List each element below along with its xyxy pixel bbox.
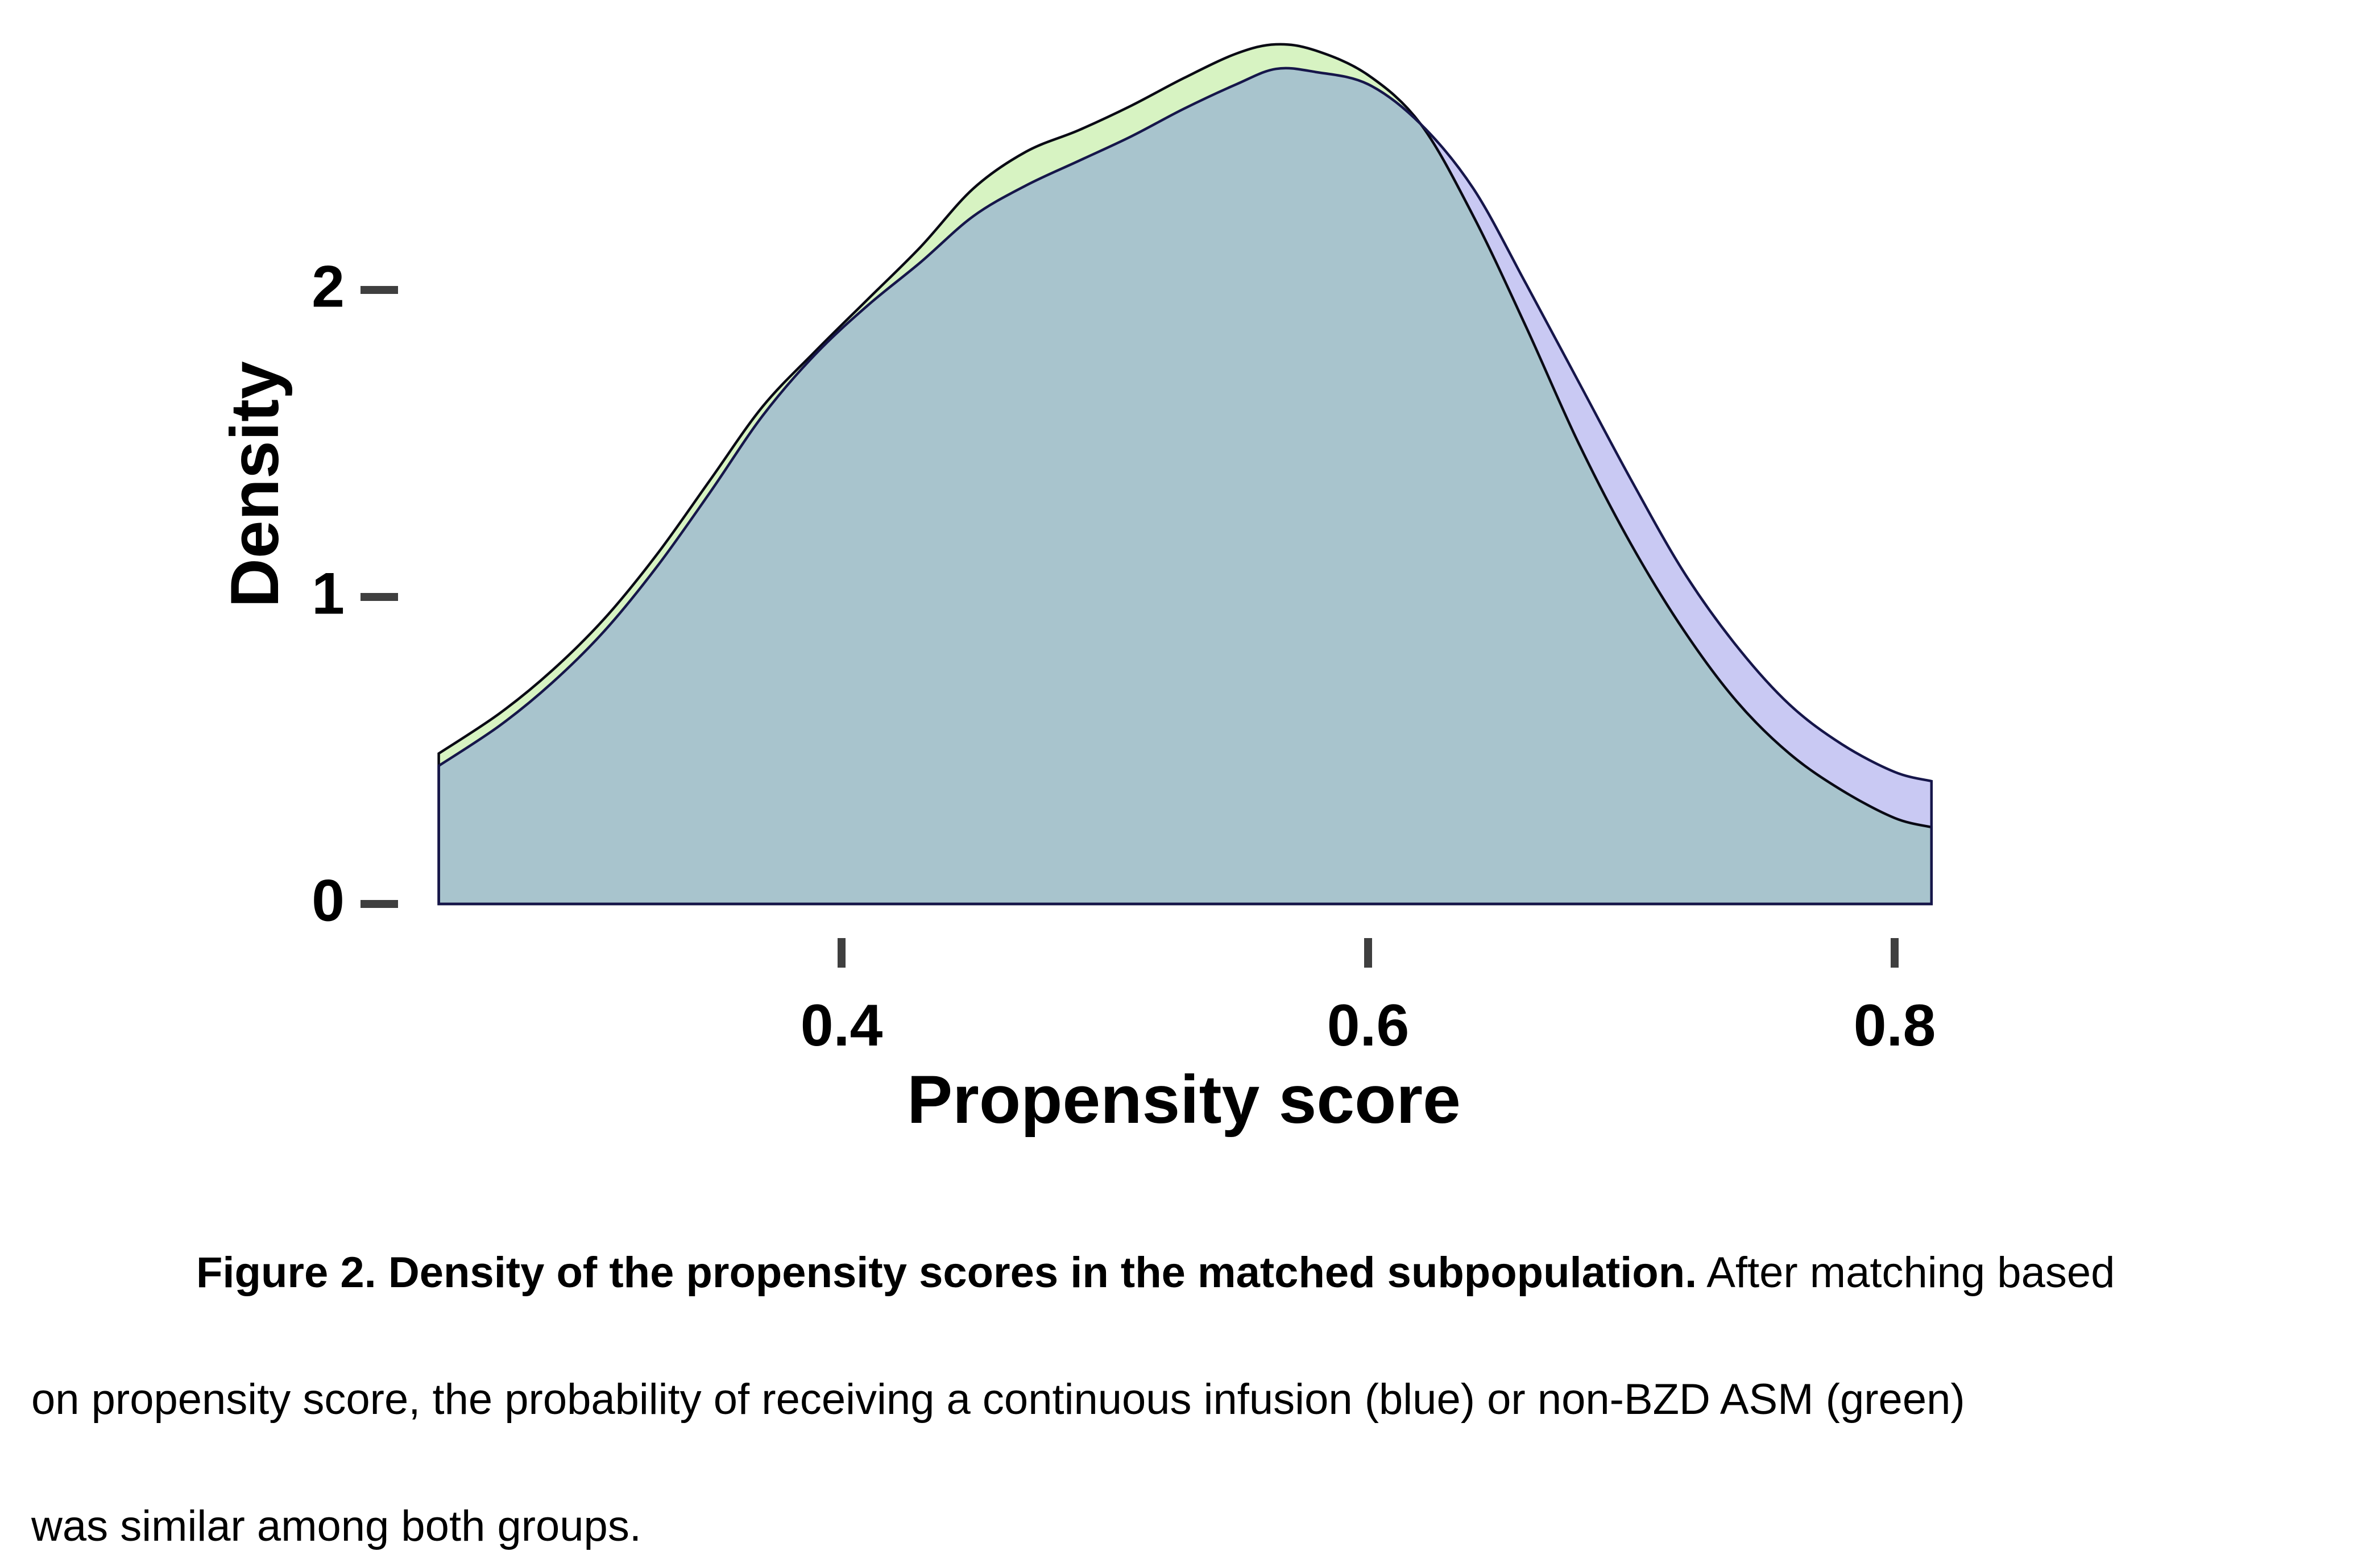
y-tick-label: 2 <box>312 254 345 320</box>
caption-line-1: Figure 2. Density of the propensity scor… <box>196 1248 2115 1297</box>
blue-density-outline <box>437 67 1933 906</box>
y-tick-mark <box>361 593 398 601</box>
x-tick-label: 0.6 <box>1327 993 1410 1059</box>
caption-line-2: on propensity score, the probability of … <box>31 1375 1965 1424</box>
y-tick-label: 0 <box>312 868 345 934</box>
density-areas <box>437 43 1933 906</box>
x-tick-label: 0.8 <box>1853 993 1936 1059</box>
x-tick-label: 0.4 <box>800 993 883 1059</box>
y-axis-ticks <box>361 286 398 908</box>
overlap-density-area <box>438 68 1932 904</box>
x-axis-title: Propensity score <box>907 1061 1461 1138</box>
x-axis-ticks <box>838 938 1899 968</box>
green-density-outline <box>437 43 1933 906</box>
caption-figure-title: Figure 2. Density of the propensity scor… <box>196 1248 1697 1297</box>
x-tick-mark <box>838 938 846 968</box>
y-tick-mark <box>361 286 398 294</box>
x-tick-mark <box>1364 938 1372 968</box>
y-tick-mark <box>361 900 398 908</box>
caption-line-1-rest: After matching based <box>1697 1248 2115 1297</box>
caption-line-3: was similar among both groups. <box>31 1502 641 1550</box>
x-tick-mark <box>1891 938 1899 968</box>
y-tick-label: 1 <box>312 561 345 627</box>
